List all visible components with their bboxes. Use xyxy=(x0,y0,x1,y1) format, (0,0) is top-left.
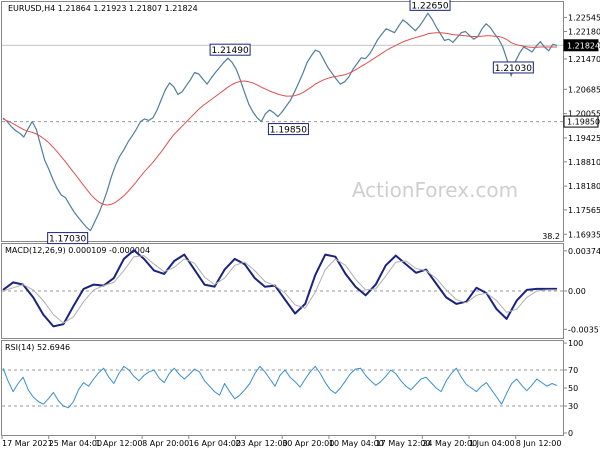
y-tick-label: 1.20685 xyxy=(568,85,600,94)
macd-signal-line xyxy=(2,255,557,324)
price-line xyxy=(2,12,558,232)
y-tick-label: 0.00 xyxy=(568,287,586,296)
x-tick-label: 24 May 20:00 xyxy=(422,439,477,448)
price-annotation: 1.21030 xyxy=(492,61,534,74)
corner-text: 38.2 xyxy=(542,232,560,241)
y-tick-label: 30 xyxy=(568,402,578,411)
watermark: ActionForex.com xyxy=(352,178,518,202)
y-tick-label: 1.17565 xyxy=(568,206,600,215)
current-price-flag: 1.21824 xyxy=(563,39,600,52)
svg-text:1.17030: 1.17030 xyxy=(49,235,86,245)
x-tick-label: 10 May 04:00 xyxy=(329,439,384,448)
y-tick-label: 1.20055 xyxy=(568,110,600,119)
price-annotation: 1.17030 xyxy=(47,232,89,245)
y-tick-label: 1.18180 xyxy=(568,182,600,191)
price-panel xyxy=(1,1,564,242)
x-tick-label: 17 May 12:00 xyxy=(376,439,431,448)
y-tick-label: 100 xyxy=(568,339,583,348)
x-tick-label: 17 Mar 2021 xyxy=(2,439,53,448)
x-tick-label: 8 Jun 12:00 xyxy=(516,439,562,448)
y-tick-label: 1.18810 xyxy=(568,158,600,167)
price-annotation: 1.21490 xyxy=(209,43,251,56)
y-tick-label: 1.19425 xyxy=(568,134,600,143)
y-tick-label: 0 xyxy=(568,429,573,438)
svg-text:1.22650: 1.22650 xyxy=(411,1,448,11)
x-tick-label: 1 Jun 04:00 xyxy=(469,439,515,448)
level-price-flag: 1.19850 xyxy=(563,115,600,128)
moving-average-line xyxy=(2,32,557,206)
macd-panel-title: MACD(12,26,9) 0.000109 -0.000004 xyxy=(5,246,150,255)
price-annotation: 1.19850 xyxy=(267,123,309,136)
price-panel-title: EURUSD,H4 1.21864 1.21923 1.21807 1.2182… xyxy=(8,4,198,13)
y-tick-label: 1.21470 xyxy=(568,55,600,64)
rsi-panel-title: RSI(14) 52.6946 xyxy=(5,343,70,352)
y-tick-label: 1.16935 xyxy=(568,230,600,239)
svg-text:1.21824: 1.21824 xyxy=(567,41,600,50)
x-tick-label: 16 Apr 04:00 xyxy=(189,439,241,448)
x-tick-label: 8 Apr 20:00 xyxy=(142,439,189,448)
rsi-line xyxy=(2,365,558,409)
price-annotation: 1.22650 xyxy=(409,0,451,11)
svg-text:1.19850: 1.19850 xyxy=(270,126,307,136)
svg-text:1.21490: 1.21490 xyxy=(211,46,248,56)
x-tick-label: 1 Apr 12:00 xyxy=(95,439,142,448)
y-tick-label: -0.003573 xyxy=(568,325,600,334)
y-tick-label: 0.003747 xyxy=(568,247,600,256)
y-tick-label: 1.22545 xyxy=(568,13,600,22)
x-tick-label: 30 Apr 20:00 xyxy=(282,439,334,448)
y-tick-label: 1.22180 xyxy=(568,28,600,37)
rsi-panel xyxy=(1,340,564,436)
x-tick-label: 23 Apr 12:00 xyxy=(236,439,288,448)
svg-text:1.19850: 1.19850 xyxy=(567,118,600,127)
y-tick-label: 50 xyxy=(568,384,578,393)
x-tick-label: 25 Mar 04:00 xyxy=(49,439,102,448)
y-tick-label: 70 xyxy=(568,366,578,375)
svg-text:1.21030: 1.21030 xyxy=(495,64,532,74)
